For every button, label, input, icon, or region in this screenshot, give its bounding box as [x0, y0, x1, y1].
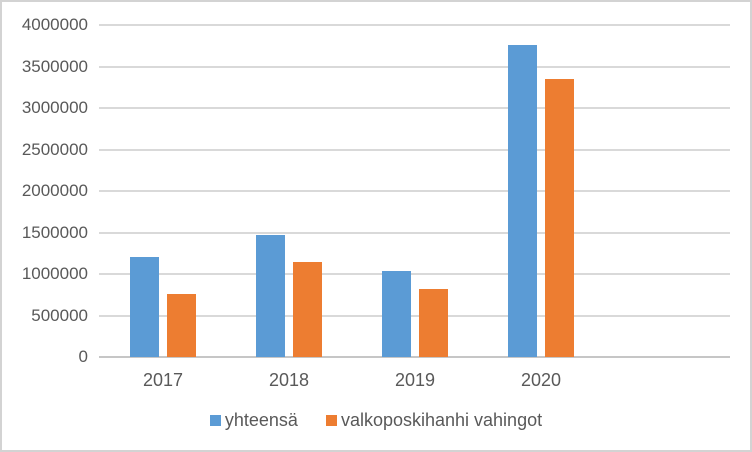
x-axis-line [99, 356, 730, 358]
legend-label: valkoposkihanhi vahingot [340, 410, 543, 430]
y-tick-label: 3500000 [21, 56, 88, 76]
gridline [99, 273, 730, 275]
y-tick-label: 4000000 [21, 15, 88, 34]
bar-yhteensä-2017 [130, 256, 159, 357]
bar-yhteensä-2020 [508, 44, 537, 357]
bar-valkoposkihanhi-2019 [419, 288, 448, 357]
legend-item: valkoposkihanhi vahingot [325, 410, 543, 431]
bar-yhteensä-2019 [382, 270, 411, 357]
legend-item: yhteensä [209, 410, 298, 431]
bar-valkoposkihanhi-2017 [167, 293, 196, 357]
bar-yhteensä-2018 [256, 235, 285, 357]
x-tick-label: 2020 [520, 370, 562, 390]
gridline [99, 65, 730, 68]
gridline [99, 314, 730, 317]
y-tick-label: 3000000 [21, 98, 88, 117]
bar-valkoposkihanhi-2018 [293, 262, 322, 357]
y-tick-label: 2000000 [21, 181, 88, 200]
legend: yhteensä valkoposkihanhi vahingot [2, 410, 750, 431]
gridline [99, 24, 730, 26]
legend-label: yhteensä [224, 410, 298, 430]
y-tick-label: 0 [78, 347, 88, 366]
gridline [99, 107, 730, 109]
bar-valkoposkihanhi-2020 [545, 78, 574, 357]
y-tick-label: 1000000 [21, 264, 88, 283]
gridline [99, 148, 730, 151]
gridline [99, 190, 730, 192]
y-tick-label: 500000 [31, 305, 88, 325]
legend-swatch-icon [325, 415, 337, 426]
x-tick-label: 2018 [268, 370, 310, 390]
gridline [99, 231, 730, 234]
y-tick-label: 1500000 [21, 222, 88, 242]
y-tick-label: 2500000 [21, 139, 88, 159]
x-tick-label: 2019 [394, 370, 436, 390]
plot-area [99, 24, 730, 358]
legend-swatch-icon [209, 415, 221, 426]
x-tick-label: 2017 [142, 370, 184, 390]
